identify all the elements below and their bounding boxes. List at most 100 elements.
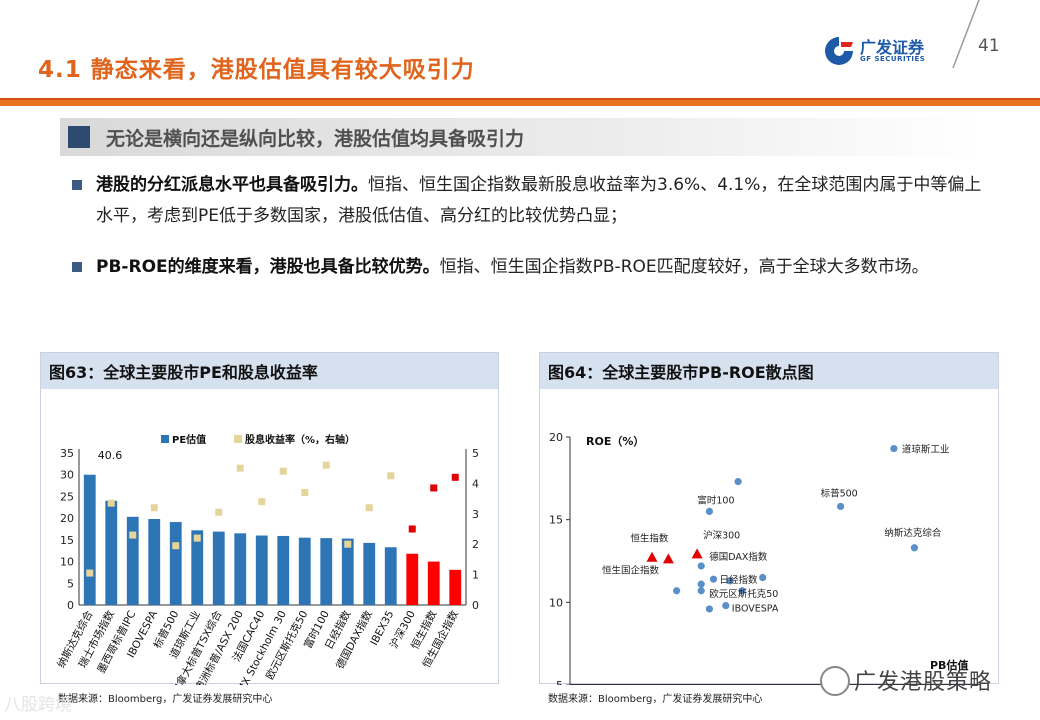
legend-dividend-swatch <box>234 435 242 443</box>
subheading-bar <box>60 118 980 156</box>
dividend-marker <box>172 542 180 550</box>
scatter-label: 富时100 <box>697 494 734 506</box>
dividend-marker <box>451 473 459 481</box>
scatter-point <box>910 544 918 552</box>
figure-63-panel: 图63：全球主要股市PE和股息收益率 PE估值 股息收益率（%，右轴） 0 5 10 15… <box>40 352 499 703</box>
dividend-marker <box>150 504 158 512</box>
pe-bar <box>234 533 247 605</box>
header-rule <box>0 100 1040 106</box>
y-tick-right: 1 <box>472 569 479 582</box>
company-logo: 广发证券 GF SECURITIES <box>822 34 942 70</box>
dividend-marker <box>86 569 94 577</box>
scatter-point <box>705 507 713 515</box>
dividend-marker <box>107 499 115 507</box>
page-title: 4.1 静态来看，港股估值具有较大吸引力 <box>38 57 475 83</box>
bullet-2-text: 恒指、恒生国企指数PB-ROE匹配度较好，高于全球大多数市场。 <box>439 257 929 277</box>
dividend-marker <box>387 472 395 480</box>
subheading: 无论是横向还是纵向比较，港股估值均具备吸引力 <box>106 128 525 150</box>
header-rule-dark <box>0 98 1040 100</box>
pe-bar <box>320 538 333 605</box>
scatter-label: 标普500 <box>821 487 858 499</box>
wechat-icon <box>820 666 850 696</box>
scatter-point <box>890 444 898 453</box>
dividend-marker <box>430 484 438 492</box>
y-tick-right: 5 <box>472 447 479 460</box>
dividend-marker <box>344 540 352 548</box>
pe-bar <box>126 516 139 605</box>
pe-dividend-bar-chart: PE估值 股息收益率（%，右轴）05101520253035012345纳斯达克综… <box>54 433 479 703</box>
scatter-point-hk <box>646 551 658 562</box>
bullet-paragraph-1: 港股的分红派息水平也具备吸引力。恒指、恒生国企指数最新股息收益率为3.6%、4.… <box>96 170 996 232</box>
y-tick-left: 15 <box>60 534 74 547</box>
legend-pe-swatch <box>161 435 169 443</box>
figure-63-caption: 图63：全球主要股市PE和股息收益率 <box>41 353 498 389</box>
scatter-label: IBOVESPA <box>732 604 779 615</box>
subheading-square-icon <box>68 126 90 148</box>
scatter-point <box>709 575 718 583</box>
pe-bar <box>406 553 419 605</box>
scatter-point <box>722 602 730 610</box>
pe-bar <box>191 530 204 605</box>
bullet-2-bold: PB-ROE的维度来看，港股也具备比较优势。 <box>96 257 440 277</box>
legend-dividend-label: 股息收益率（%，右轴） <box>245 433 355 446</box>
pe-bar <box>277 535 290 605</box>
scatter-label: 德国DAX指数 <box>709 551 768 563</box>
bullet-1-text: 恒指、恒生国企指数最新股息收益率为3.6%、4.1%，在全球范围内属于中等偏上水… <box>96 175 982 226</box>
page-number: 41 <box>978 36 1000 56</box>
logo-text-en: GF SECURITIES <box>860 55 926 63</box>
pe-bar <box>298 537 311 605</box>
scatter-point <box>734 478 742 486</box>
y-tick-right: 0 <box>472 599 479 612</box>
figure-63-source: 数据来源：Bloomberg，广发证券发展研究中心 <box>58 694 273 705</box>
y-tick-left: 25 <box>60 490 74 503</box>
y-tick-right: 2 <box>472 538 479 551</box>
x-axis-title: PB估值 <box>930 658 968 672</box>
dividend-marker <box>301 489 309 497</box>
header-divider <box>952 0 980 69</box>
dividend-marker <box>129 531 137 539</box>
logo-mark-icon <box>825 37 853 65</box>
bullet-1-bold: 港股的分红派息水平也具备吸引力。 <box>96 175 368 195</box>
pe-bar <box>341 538 354 605</box>
dividend-marker <box>236 464 244 472</box>
scatter-label: 欧元区斯托克50 <box>709 588 778 600</box>
scatter-label: 沪深300 <box>703 529 740 541</box>
pe-bar <box>363 542 376 605</box>
scatter-label: 道琼斯工业 <box>902 444 950 456</box>
y-tick-label: 15 <box>549 514 563 527</box>
brand-footer-text: 广发港股策略 <box>854 670 993 695</box>
scatter-point <box>697 562 705 570</box>
y-tick-right: 3 <box>472 508 479 521</box>
y-tick-right: 4 <box>472 477 479 490</box>
scatter-point-hk <box>662 553 674 564</box>
figure-64-panel: 图64：全球主要股市PB-ROE散点图 5 10 15 20 ROE（%） PB估值 道琼斯… <box>539 352 999 692</box>
scatter-label: 纳斯达克综合 <box>884 527 942 539</box>
figure-64-caption: 图64：全球主要股市PB-ROE散点图 <box>540 353 998 389</box>
dividend-marker <box>322 461 330 469</box>
watermark: 八股跨境 <box>4 695 72 715</box>
y-tick-left: 20 <box>60 512 74 525</box>
bullet-square-icon <box>72 180 82 190</box>
scatter-label: 日经指数 <box>720 574 759 586</box>
brand-footer: 广发港股策略 <box>820 664 1020 696</box>
y-tick-left: 10 <box>60 556 74 569</box>
pe-bar <box>384 547 397 605</box>
pe-bar <box>148 519 161 605</box>
bullet-paragraph-2: PB-ROE的维度来看，港股也具备比较优势。恒指、恒生国企指数PB-ROE匹配度… <box>96 252 996 283</box>
dividend-marker <box>408 525 416 533</box>
legend-pe-label: PE估值 <box>172 433 206 446</box>
dividend-marker <box>258 498 266 506</box>
pe-bar <box>255 535 268 605</box>
y-tick-label: 20 <box>549 431 563 444</box>
bullet-square-icon <box>72 262 82 272</box>
y-axis-title: ROE（%） <box>586 435 644 448</box>
y-tick-label: 5 <box>556 679 563 685</box>
logo-text-cn: 广发证券 <box>860 38 925 57</box>
dividend-marker <box>193 534 201 542</box>
pe-bar <box>427 561 440 605</box>
pb-roe-scatter-chart: 5101520ROE（%）PB估值道琼斯工业富时100标普500纳斯达克综合恒生… <box>549 431 980 692</box>
scatter-point-hk <box>691 548 703 559</box>
scatter-label: 恒生指数 <box>630 532 669 544</box>
y-tick-left: 30 <box>60 469 74 482</box>
scatter-point <box>673 587 681 595</box>
